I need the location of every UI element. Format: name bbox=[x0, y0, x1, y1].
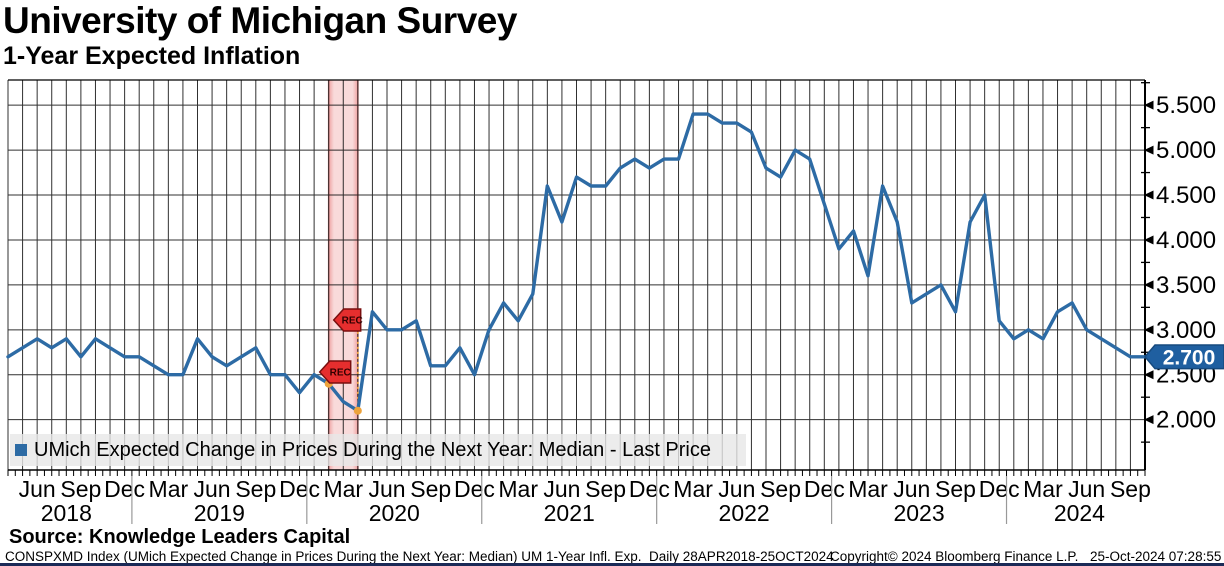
svg-text:Jun: Jun bbox=[893, 476, 930, 502]
svg-text:Dec: Dec bbox=[104, 476, 145, 502]
svg-text:Dec: Dec bbox=[979, 476, 1020, 502]
recession-end-dot bbox=[353, 406, 362, 415]
last-price-value: 2.700 bbox=[1163, 346, 1216, 369]
series-swatch-icon bbox=[15, 444, 27, 456]
svg-text:Jun: Jun bbox=[19, 476, 56, 502]
svg-text:4.500: 4.500 bbox=[1156, 182, 1216, 209]
svg-text:2022: 2022 bbox=[719, 500, 770, 526]
svg-text:Sep: Sep bbox=[410, 476, 451, 502]
legend-label: UMich Expected Change in Prices During t… bbox=[34, 438, 712, 461]
last-price-marker bbox=[1144, 344, 1224, 370]
svg-text:5.500: 5.500 bbox=[1156, 92, 1216, 119]
svg-text:4.000: 4.000 bbox=[1156, 227, 1216, 254]
footer-datetime: 25-Oct-2024 07:28:55 bbox=[1090, 549, 1222, 564]
legend[interactable]: UMich Expected Change in Prices During t… bbox=[10, 434, 746, 466]
svg-text:Sep: Sep bbox=[935, 476, 976, 502]
svg-text:Sep: Sep bbox=[585, 476, 626, 502]
svg-text:REC: REC bbox=[342, 316, 363, 327]
svg-text:Sep: Sep bbox=[760, 476, 801, 502]
svg-text:Jun: Jun bbox=[1068, 476, 1105, 502]
svg-text:Mar: Mar bbox=[1023, 476, 1063, 502]
svg-text:3.000: 3.000 bbox=[1156, 317, 1216, 344]
taskbar-strip bbox=[0, 563, 1224, 566]
svg-text:Sep: Sep bbox=[1110, 476, 1151, 502]
svg-text:REC: REC bbox=[330, 368, 351, 379]
rec-marker-upper bbox=[332, 308, 362, 332]
grid-lines bbox=[7, 80, 1146, 470]
footer: CONSPXMD Index (UMich Expected Change in… bbox=[0, 549, 1224, 564]
svg-text:Jun: Jun bbox=[368, 476, 405, 502]
svg-text:Mar: Mar bbox=[673, 476, 713, 502]
svg-text:Dec: Dec bbox=[804, 476, 845, 502]
footer-ticker-info: CONSPXMD Index (UMich Expected Change in… bbox=[5, 549, 834, 564]
svg-text:2.000: 2.000 bbox=[1156, 407, 1216, 434]
svg-text:2019: 2019 bbox=[194, 500, 245, 526]
svg-text:2021: 2021 bbox=[544, 500, 595, 526]
svg-text:Mar: Mar bbox=[848, 476, 888, 502]
svg-text:Dec: Dec bbox=[454, 476, 495, 502]
rec-marker-lower bbox=[318, 360, 352, 384]
svg-text:Mar: Mar bbox=[323, 476, 363, 502]
svg-text:Mar: Mar bbox=[149, 476, 189, 502]
inflation-line-chart[interactable]: 2.0002.5003.0003.5004.0004.5005.0005.500… bbox=[0, 0, 1224, 530]
svg-text:2024: 2024 bbox=[1054, 500, 1105, 526]
page-subtitle: 1-Year Expected Inflation bbox=[3, 42, 301, 70]
svg-text:2020: 2020 bbox=[369, 500, 420, 526]
svg-text:Jun: Jun bbox=[194, 476, 231, 502]
price-line-series bbox=[6, 112, 1147, 413]
x-axis-labels: Jun Sep Dec Mar Jun Sep Dec Mar Jun Sep Dec Mar Jun S… bbox=[19, 476, 1151, 526]
svg-text:Jun: Jun bbox=[543, 476, 580, 502]
svg-text:Jun: Jun bbox=[718, 476, 755, 502]
svg-text:Mar: Mar bbox=[498, 476, 538, 502]
svg-text:2018: 2018 bbox=[41, 500, 92, 526]
page-title: University of Michigan Survey bbox=[3, 0, 517, 41]
svg-text:2023: 2023 bbox=[893, 500, 944, 526]
svg-text:Dec: Dec bbox=[279, 476, 320, 502]
source-label: Source: Knowledge Leaders Capital bbox=[9, 526, 351, 548]
svg-text:3.500: 3.500 bbox=[1156, 272, 1216, 299]
svg-text:Dec: Dec bbox=[629, 476, 670, 502]
footer-copyright: Copyright© 2024 Bloomberg Finance L.P. bbox=[830, 549, 1079, 564]
svg-text:Sep: Sep bbox=[235, 476, 276, 502]
svg-text:Sep: Sep bbox=[60, 476, 101, 502]
svg-text:5.000: 5.000 bbox=[1156, 137, 1216, 164]
